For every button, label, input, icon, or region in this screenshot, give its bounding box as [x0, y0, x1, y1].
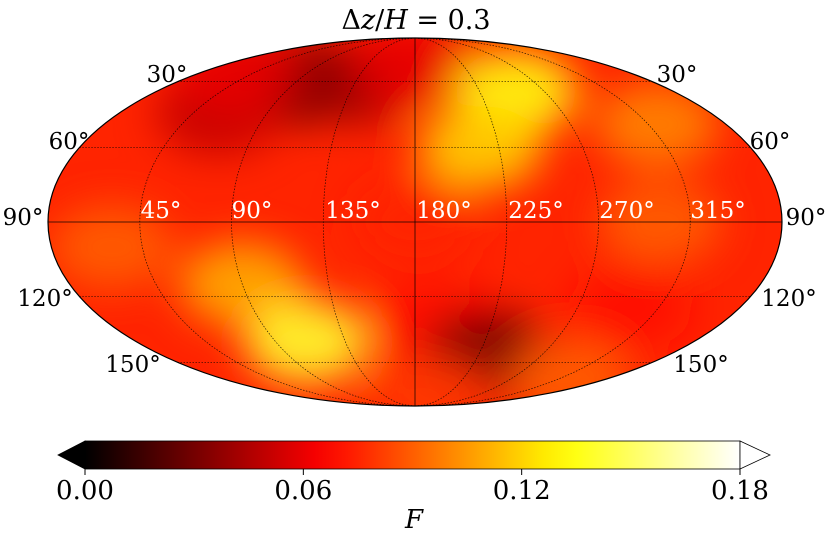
- field-feature-14: [569, 266, 694, 351]
- field-feature-9: [594, 82, 719, 167]
- colorbar-extend-high: [739, 440, 771, 470]
- lon-label-180: 180°: [416, 198, 471, 224]
- lat-label-30-left: 30°: [147, 62, 188, 88]
- chart-title: Δz/H = 0.3: [341, 5, 490, 36]
- colorbar-label: F: [404, 505, 424, 535]
- colorbar-tick-label: 0.06: [274, 476, 332, 506]
- lat-label-120-left: 120°: [17, 286, 72, 312]
- field-feature-11: [244, 299, 369, 384]
- lon-label-225: 225°: [508, 198, 563, 224]
- field-feature-8: [418, 105, 543, 190]
- lon-label-270: 270°: [599, 198, 654, 224]
- lat-label-120-right: 120°: [761, 286, 816, 312]
- lon-label-45: 45°: [141, 198, 182, 224]
- lat-label-60-right: 60°: [750, 129, 791, 155]
- field-feature-15: [508, 338, 633, 406]
- colorbar-tick-label: 0.18: [711, 476, 769, 506]
- lat-label-90-left: 90°: [3, 205, 44, 231]
- lon-label-135: 135°: [325, 198, 380, 224]
- colorbar-tick-label: 0.12: [493, 476, 551, 506]
- colorbar-bar: [84, 440, 741, 470]
- colorbar-extend-low: [57, 440, 86, 470]
- colorbar-tick-label: 0.00: [56, 476, 114, 506]
- field-feature-16: [366, 354, 491, 406]
- lat-label-90-right: 90°: [786, 205, 827, 231]
- lat-label-150-left: 150°: [105, 352, 160, 378]
- lat-label-60-left: 60°: [49, 129, 90, 155]
- field-feature-3: [175, 38, 300, 115]
- lon-label-90: 90°: [232, 198, 273, 224]
- lat-label-150-right: 150°: [673, 352, 728, 378]
- colorbar: 0.00 0.06 0.12 0.18 F: [56, 440, 771, 535]
- lat-label-30-right: 30°: [657, 62, 698, 88]
- lon-label-315: 315°: [690, 198, 745, 224]
- field-feature-6: [50, 205, 174, 290]
